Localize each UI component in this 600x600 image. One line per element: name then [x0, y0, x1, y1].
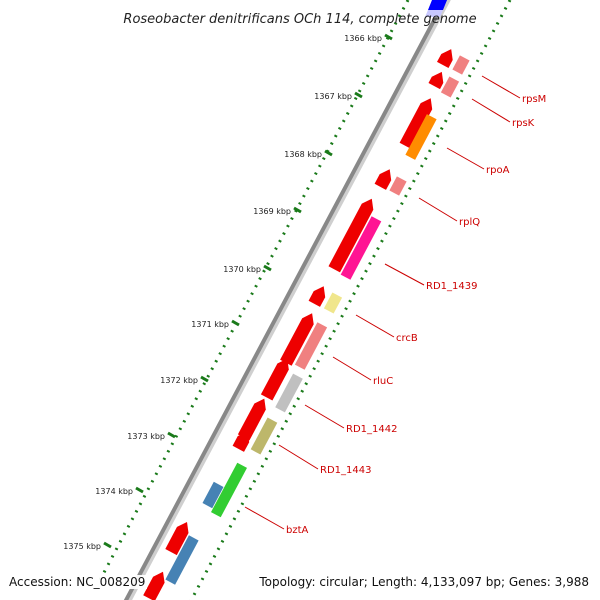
major-tick: [167, 431, 176, 439]
gene-label-rpoa: rpoA: [486, 165, 510, 176]
major-tick: [231, 319, 240, 327]
reverse-gene-11: [202, 481, 224, 509]
reverse-gene-crcb: [323, 292, 343, 314]
major-tick: [263, 264, 272, 272]
reverse-gene-rpsk: [440, 76, 460, 98]
gene-label-layer: rpsM rpsK rpoA rplQ RD1_1439 crcB rluC RD1_1442…: [244, 75, 546, 536]
tick-label: 1369 kbp: [253, 207, 291, 216]
forward-gene-3: [399, 98, 433, 149]
minor-ticks-outer: [98, 0, 410, 581]
reverse-gene-rd1-1439: [340, 216, 382, 280]
reverse-gene-track: [165, 55, 470, 585]
tick-label: 1372 kbp: [160, 376, 198, 385]
forward-gene-track: [143, 49, 453, 600]
tick-label: 1375 kbp: [63, 542, 101, 551]
forward-gene-9: [237, 398, 266, 441]
major-tick: [135, 486, 144, 494]
topology-text: Topology: circular; Length: 4,133,097 bp…: [257, 575, 591, 589]
major-tick: [103, 541, 112, 549]
major-tick: [293, 206, 302, 214]
label-connector: [304, 404, 345, 429]
label-connector: [332, 356, 372, 381]
gene-label-rd1-1442: RD1_1442: [346, 424, 397, 435]
map-title: Roseobacter denitrificans OCh 114, compl…: [123, 12, 476, 27]
forward-gene-11: [165, 522, 189, 556]
accession-text: Accession: NC_008209: [7, 575, 148, 589]
major-tick: [324, 149, 333, 157]
label-connector: [244, 506, 285, 530]
backbone: [123, 0, 448, 600]
tick-label: 1370 kbp: [223, 265, 261, 274]
gene-label-rd1-1439: RD1_1439: [426, 281, 477, 292]
label-connector: [418, 197, 458, 222]
reverse-gene-12: [165, 535, 199, 585]
forward-gene-7: [280, 313, 314, 366]
label-connector: [355, 314, 395, 338]
forward-gene-2: [428, 71, 444, 90]
gene-label-rluc: rluC: [373, 376, 393, 387]
tick-label: 1366 kbp: [344, 34, 382, 43]
forward-gene-6: [308, 286, 326, 307]
tick-layer: 1366 kbp 1367 kbp 1368 kbp 1369 kbp 1370 kbp…: [63, 33, 393, 551]
label-connector: [481, 75, 521, 99]
forward-gene-1: [437, 49, 453, 68]
label-connector: [471, 98, 511, 123]
reverse-gene-rpoa: [405, 114, 437, 160]
forward-gene-4: [374, 169, 392, 190]
gene-label-bzta: bztA: [286, 525, 309, 536]
label-connector: [384, 263, 425, 286]
forward-gene-10: [232, 431, 250, 452]
forward-gene-12: [143, 571, 165, 600]
forward-gene-5: [328, 198, 374, 273]
tick-label: 1373 kbp: [127, 432, 165, 441]
top-feature: [425, 0, 447, 17]
reverse-gene-rd1-1442: [275, 373, 303, 413]
tick-label: 1367 kbp: [314, 92, 352, 101]
tick-label: 1368 kbp: [284, 150, 322, 159]
minor-ticks-inner: [189, 0, 512, 600]
reverse-gene-rpsm: [452, 55, 470, 75]
gene-label-rplq: rplQ: [459, 217, 480, 228]
tick-label: 1371 kbp: [191, 320, 229, 329]
gene-label-rpsk: rpsK: [512, 118, 535, 129]
reverse-gene-rd1-1443: [250, 417, 278, 455]
gene-label-crcb: crcB: [396, 333, 418, 344]
reverse-gene-rluc: [294, 322, 328, 370]
gene-label-rpsm: rpsM: [522, 94, 546, 105]
reverse-gene-bzta: [211, 462, 247, 518]
label-connector: [278, 444, 319, 470]
major-tick: [200, 375, 209, 383]
major-tick: [384, 33, 393, 41]
reverse-gene-rplq: [389, 176, 407, 196]
gene-label-rd1-1443: RD1_1443: [320, 465, 371, 476]
forward-gene-8: [260, 358, 289, 401]
major-tick: [354, 91, 363, 99]
top-gene-arrow: [428, 0, 447, 10]
label-connector: [446, 147, 485, 170]
tick-label: 1374 kbp: [95, 487, 133, 496]
top-gene-shade: [425, 10, 443, 17]
